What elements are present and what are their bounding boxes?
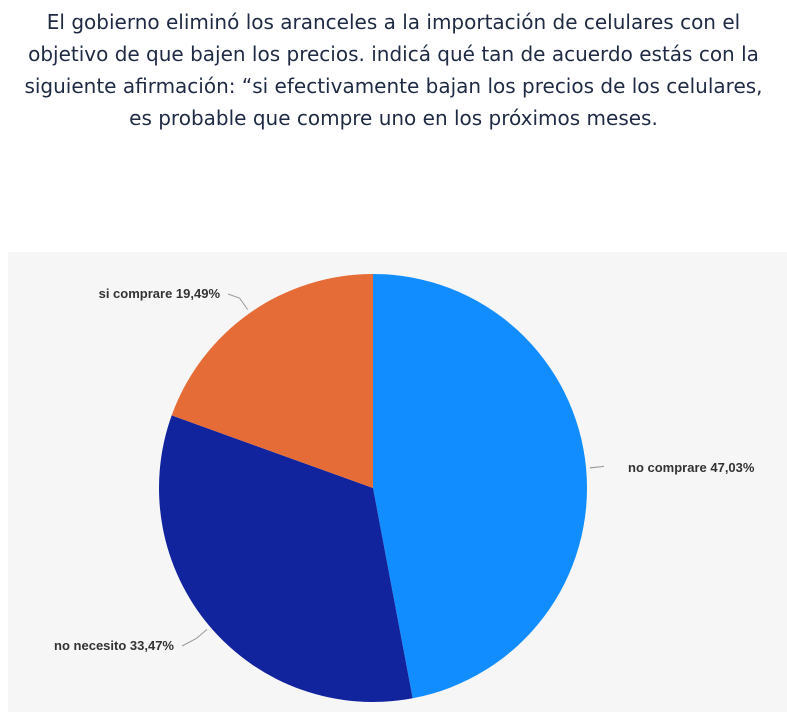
- data-label-si-comprare: si comprare 19,49%: [99, 286, 221, 301]
- data-label-no-comprare: no comprare 47,03%: [628, 460, 755, 475]
- data-label-no-necesito: no necesito 33,47%: [54, 638, 174, 653]
- chart-title: El gobierno eliminó los aranceles a la i…: [24, 10, 763, 130]
- leader-line-no-comprare: [589, 465, 605, 469]
- pie-slice-no-comprare[interactable]: [373, 274, 587, 699]
- leader-line-no-necesito: [181, 628, 208, 647]
- pie-slice-si-comprare[interactable]: [171, 274, 373, 488]
- pie-slice-no-necesito[interactable]: [159, 415, 413, 702]
- leader-line-si-comprare: [227, 293, 249, 310]
